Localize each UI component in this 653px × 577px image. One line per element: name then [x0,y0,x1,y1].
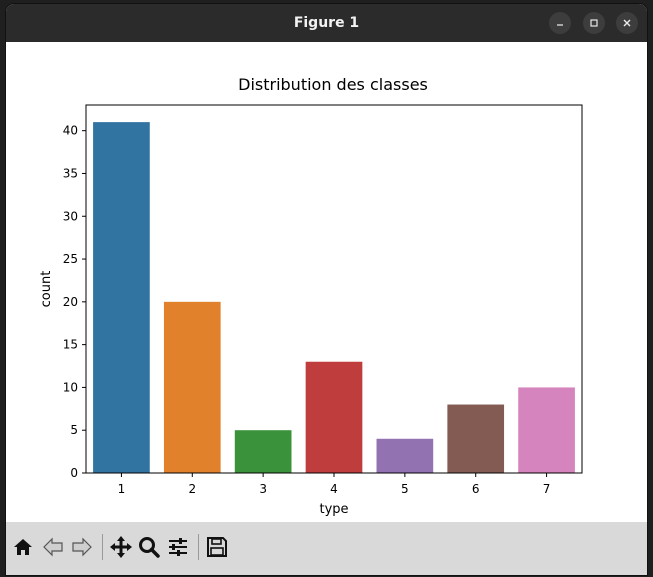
x-tick-label: 4 [330,482,338,496]
maximize-button[interactable] [583,12,605,34]
navigation-toolbar [6,522,647,575]
pan-button[interactable] [108,534,134,560]
title-bar: Figure 1 [6,4,647,42]
x-tick-label: 5 [401,482,409,496]
bar-type-6 [447,404,505,473]
y-tick-label: 40 [63,124,78,138]
bar-type-1 [93,122,150,474]
bar-type-5 [376,438,434,473]
x-tick-label: 3 [259,482,267,496]
y-tick-label: 25 [63,252,78,266]
floppy-disk-icon [207,537,227,557]
y-tick-label: 15 [63,338,78,352]
y-tick-label: 35 [63,166,78,180]
x-axis-label: type [319,502,348,517]
sliders-icon [169,538,187,556]
arrow-right-icon [72,537,92,557]
x-tick-label: 6 [472,482,480,496]
window-title: Figure 1 [293,15,360,31]
figure-window: Figure 1 Distribution des classes 0 5 10 15… [6,4,647,575]
minimize-button[interactable] [549,12,571,34]
toolbar-separator [198,534,199,560]
y-tick-label: 0 [70,466,78,480]
minimize-icon [557,24,563,26]
move-icon [110,536,132,558]
arrow-left-icon [43,537,63,557]
save-button[interactable] [204,534,230,560]
bar-type-4 [305,361,363,473]
close-button[interactable] [616,12,638,34]
bar-chart: Distribution des classes 051015202530354… [39,75,583,517]
forward-button[interactable] [69,534,95,560]
chart-title: Distribution des classes [238,75,428,94]
y-tick-label: 5 [70,423,78,437]
y-tick-label: 20 [63,295,78,309]
close-icon [623,19,631,27]
bar-type-7 [518,387,575,473]
plot-frame [85,104,583,474]
toolbar-separator [102,534,103,560]
home-button[interactable] [10,534,36,560]
figure-canvas[interactable]: Distribution des classes 0 5 10 15 20 25 30 35 4… [6,42,647,522]
y-axis-label: count [39,271,54,308]
maximize-icon [590,19,598,27]
y-tick-label: 10 [63,380,78,394]
magnifier-icon [139,537,160,558]
x-tick-label: 2 [188,482,196,496]
y-tick-label: 30 [63,209,78,223]
home-icon [14,539,32,555]
bar-type-3 [234,430,292,473]
zoom-button[interactable] [136,534,162,560]
x-tick-label: 7 [543,482,551,496]
back-button[interactable] [40,534,66,560]
configure-subplots-button[interactable] [165,534,191,560]
x-tick-label: 1 [118,482,126,496]
bar-type-2 [163,301,221,473]
